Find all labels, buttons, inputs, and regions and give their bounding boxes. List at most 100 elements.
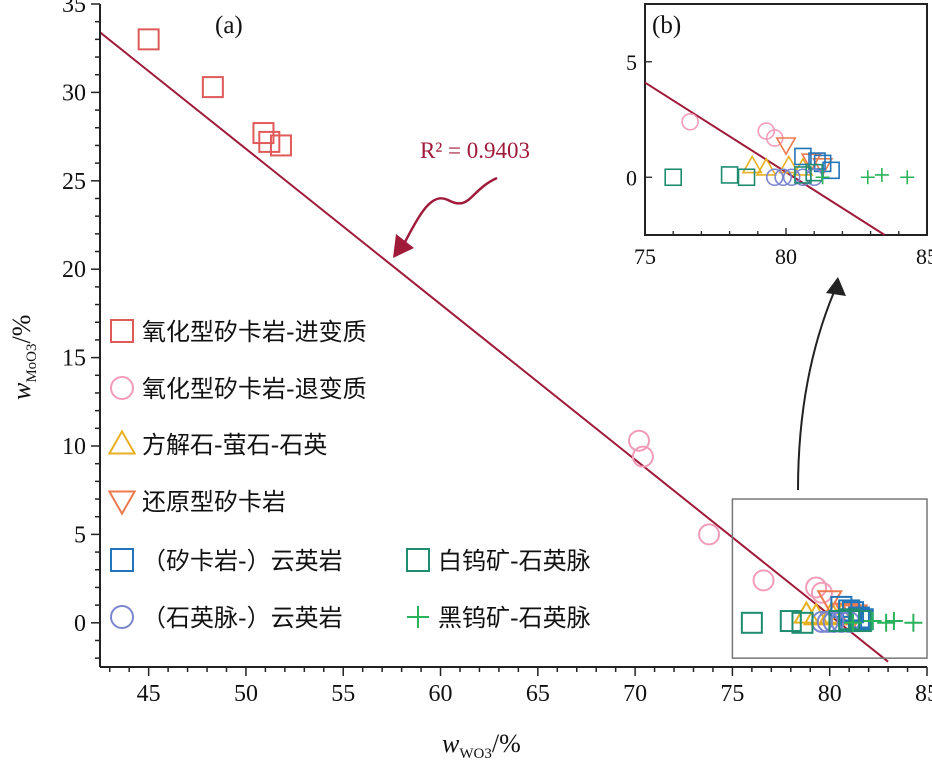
inset-regression-line [644,81,886,236]
y-tick-label: 0 [74,611,86,637]
data-point [752,569,775,592]
series-oxidized-skarn-prograde [137,28,292,157]
inset-data-point [860,170,875,185]
data-point [816,610,839,633]
regression-label: R² = 0.9403 [420,138,530,163]
data-point [884,612,903,631]
data-point [137,28,160,51]
series-scheelite-quartz-vein [740,608,872,634]
data-point [740,611,763,634]
y-axis-title: wMoO3/% [7,315,40,400]
inset-data-point [812,158,834,177]
zoom-arrow-curve [797,291,835,491]
x-axis-title-sub: WO3 [459,746,492,762]
data-point [269,134,292,157]
data-point [904,613,923,632]
inset-data-point [815,170,830,185]
y-tick-label: 15 [62,346,86,372]
x-axis-title-main: w [442,729,460,758]
data-point [810,581,833,604]
data-point [844,613,863,632]
data-point [628,429,651,452]
inset-y-tick-label: 0 [626,165,637,190]
legend-marker [110,376,134,400]
legend-label: 黑钨矿-石英脉 [438,604,591,632]
inset-data-point [681,113,699,131]
x-tick-label: 75 [720,681,744,707]
legend-item-oxidized-skarn-retrograde: 氧化型矽卡岩-退变质 [110,375,367,403]
panel-a-label: (a) [215,12,243,39]
panel-b-label: (b) [652,12,681,39]
x-tick-label: 65 [526,681,550,707]
inset-data-point [765,168,784,187]
legend-marker [110,319,134,343]
inset-data-point [900,170,915,185]
data-point [258,130,281,153]
legend-item-quartz-vein-greisen: （石英脉-）云英岩 [110,604,343,632]
legend-marker [407,606,429,628]
y-axis-title-main: w [7,382,36,400]
zoom-arrowhead [826,277,846,296]
inset-x-tick-label: 85 [916,244,932,269]
x-axis-title-suffix: /% [492,729,521,758]
legend-item-reduced-skarn: 还原型矽卡岩 [107,488,286,516]
legend-label: （石英脉-）云英岩 [142,604,343,632]
data-point [791,611,814,634]
x-tick-label: 85 [915,681,932,707]
data-point [201,76,224,99]
inset-data-point [720,166,739,184]
x-tick-label: 70 [623,681,647,707]
inset-data-point [775,137,797,156]
inset-x-tick-label: 80 [775,244,797,269]
inset-data-point [664,168,683,187]
annotation-arrow-curve [400,176,498,249]
legend-item-wolframite-quartz-vein: 黑钨矿-石英脉 [407,604,591,632]
x-tick-label: 60 [429,681,453,707]
inset-y-tick-label: 5 [626,50,637,75]
series-oxidized-skarn-retrograde [628,429,833,604]
data-point [779,610,802,633]
inset-data-point [782,168,801,187]
legend-label: 氧化型矽卡岩-进变质 [142,318,367,346]
data-point [698,523,721,546]
inset-data-point [874,167,889,182]
legend-label: （矽卡岩-）云英岩 [142,547,343,575]
legend-marker [107,429,137,455]
data-point [805,576,828,599]
legend-item-calcite-fluorite-quartz: 方解石-萤石-石英 [107,429,327,459]
legend-label: 方解石-萤石-石英 [142,431,327,459]
regression-line [99,31,889,663]
x-tick-label: 45 [137,681,161,707]
inset-series-wolframite-quartz-vein [815,167,915,185]
series-wolframite-quartz-vein [844,612,923,632]
legend-label: 还原型矽卡岩 [142,488,286,516]
y-axis-title-sub: MoO3 [24,343,40,382]
inset-series-quartz-vein-greisen [765,168,824,187]
legend-item-skarn-greisen: （矽卡岩-）云英岩 [110,547,343,575]
y-tick-label: 10 [62,434,86,460]
inset-frame [644,3,928,236]
inset-series-scheelite-quartz-vein [664,163,824,187]
inset-data-point [741,154,763,174]
data-point [631,445,654,468]
inset-data-point [794,166,812,184]
y-tick-label: 5 [74,522,86,548]
data-point [252,122,275,145]
inset-data-point [737,168,756,187]
legend-label: 白钨矿-石英脉 [438,547,591,575]
x-tick-label: 50 [234,681,258,707]
data-point [816,590,843,614]
inset-data-point [774,168,792,187]
x-tick-label: 55 [331,681,355,707]
data-point [838,608,861,631]
y-tick-label: 20 [62,257,86,283]
annotation-arrowhead [393,234,414,258]
x-axis-title: wWO3/% [442,729,521,762]
y-tick-label: 35 [62,0,86,18]
x-tick-label: 80 [818,681,842,707]
y-tick-label: 30 [62,80,86,106]
inset-x-tick-label: 75 [634,244,656,269]
legend-label: 氧化型矽卡岩-退变质 [142,375,367,403]
legend-marker [110,605,134,629]
